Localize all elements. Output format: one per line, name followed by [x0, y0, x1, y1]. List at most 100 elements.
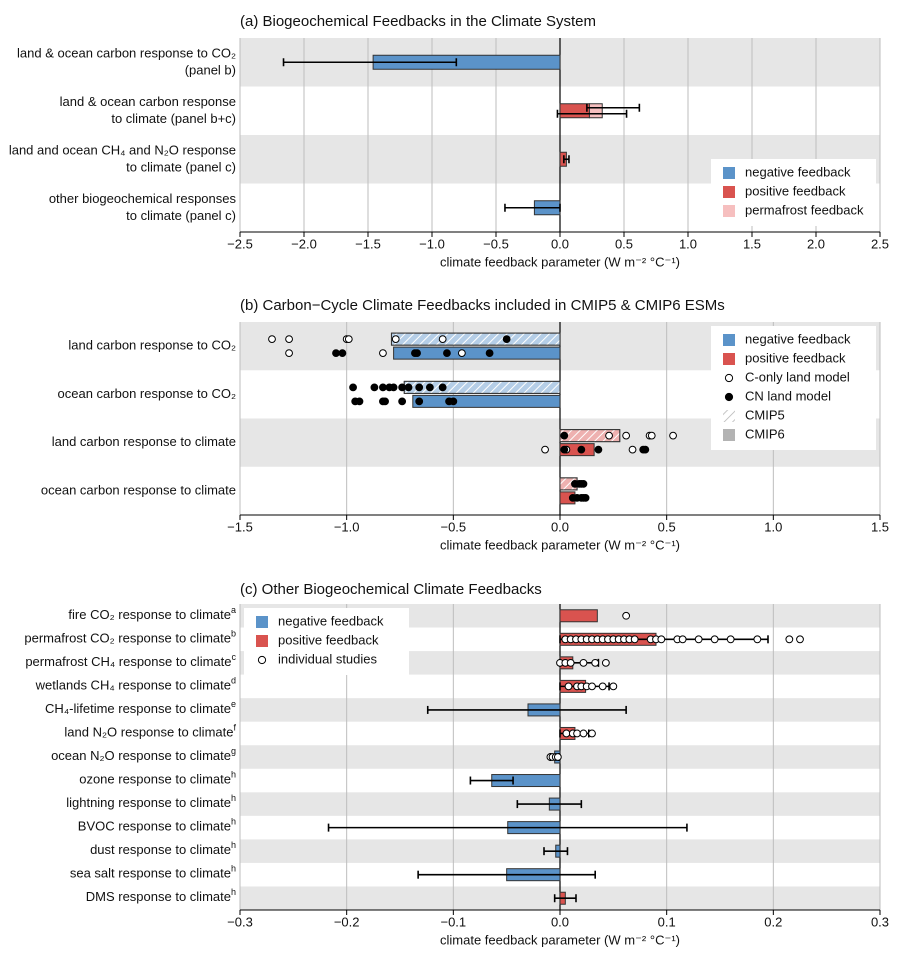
cn-model-point [641, 445, 650, 454]
cn-model-point [379, 383, 387, 392]
legend-marker [257, 655, 267, 665]
study-point [579, 729, 588, 738]
category-label: land and ocean CH₄ and N₂O response [9, 143, 236, 158]
x-tick-label: 1.5 [743, 236, 761, 251]
legend-swatch [256, 635, 268, 647]
legend [711, 159, 876, 226]
cn-model-point [560, 445, 569, 454]
cn-model-point [355, 397, 364, 406]
c-only-model-point [391, 335, 400, 344]
c-only-model-point [622, 431, 631, 440]
legend [244, 608, 409, 675]
x-tick-label: 0.5 [658, 519, 676, 534]
legend-label: CMIP5 [745, 407, 785, 422]
panel-title: (c) Other Biogeochemical Climate Feedbac… [240, 581, 542, 598]
category-name: permafrost CO₂ response to climate [24, 631, 231, 646]
category-label: fire CO₂ response to climatea [68, 605, 236, 622]
category-name: ocean N₂O response to climate [51, 748, 231, 763]
study-point [588, 682, 596, 691]
legend-swatch [723, 186, 735, 198]
x-tick-label: 2.0 [807, 236, 825, 251]
study-point [753, 635, 762, 644]
x-tick-label: −1.5 [227, 519, 253, 534]
cn-model-point [438, 383, 447, 392]
c-only-model-point [268, 335, 276, 344]
cn-model-point [370, 383, 379, 392]
cn-model-point [398, 383, 407, 392]
study-point [601, 658, 610, 667]
category-note: a [231, 605, 236, 615]
bar-hatch [559, 429, 621, 443]
category-label: land & ocean carbon response [60, 94, 236, 109]
cn-model-point [349, 383, 357, 392]
legend-label: positive feedback [278, 632, 379, 647]
x-tick-label: −0.5 [483, 236, 509, 251]
category-label: to climate (panel c) [126, 160, 236, 175]
x-axis-label: climate feedback parameter (W m⁻² °C⁻¹) [440, 932, 680, 947]
cn-model-point [404, 383, 413, 392]
c-only-model-point [669, 431, 677, 440]
cn-model-point [381, 397, 389, 406]
legend-label: negative feedback [745, 164, 851, 179]
legend-label: individual studies [278, 651, 378, 666]
legend-label: permafrost feedback [745, 202, 864, 217]
category-name: sea salt response to climate [70, 866, 231, 881]
x-tick-label: −0.5 [440, 519, 466, 534]
category-note: h [231, 770, 236, 780]
legend-swatch [723, 205, 735, 217]
category-label: permafrost CO₂ response to climateb [24, 629, 236, 646]
c-only-model-point [438, 335, 447, 344]
category-label: ozone response to climateh [79, 770, 236, 787]
x-tick-label: 0.0 [551, 519, 569, 534]
cn-model-point [415, 397, 424, 406]
category-name: wetlands CH₄ response to climate [35, 678, 231, 693]
c-only-model-point [379, 349, 387, 358]
category-note: h [231, 793, 236, 803]
category-label: land N₂O response to climatef [64, 723, 236, 740]
category-label: ocean carbon response to CO₂ [58, 386, 236, 401]
study-point [796, 635, 804, 644]
x-tick-label: 1.0 [764, 519, 782, 534]
panel-title: (b) Carbon−Cycle Climate Feedbacks inclu… [240, 297, 725, 314]
cn-model-point [415, 383, 424, 392]
category-label: sea salt response to climateh [70, 864, 236, 881]
category-name: CH₄-lifetime response to climate [45, 701, 231, 716]
category-note: e [231, 699, 236, 709]
category-label: permafrost CH₄ response to climatec [25, 652, 236, 669]
cn-model-point [443, 349, 451, 358]
x-tick-label: −2.5 [227, 236, 253, 251]
cn-model-point [502, 335, 511, 344]
study-point [609, 682, 618, 691]
legend-label: negative feedback [278, 613, 384, 628]
study-point [630, 635, 639, 644]
category-name: land N₂O response to climate [64, 725, 233, 740]
cn-model-point [594, 445, 603, 454]
study-point [710, 635, 719, 644]
x-tick-label: −0.2 [334, 914, 360, 929]
study-point [694, 635, 703, 644]
category-note: d [231, 676, 236, 686]
category-note: h [231, 864, 236, 874]
category-note: h [231, 888, 236, 898]
x-tick-label: 0.3 [871, 914, 889, 929]
category-note: g [231, 746, 236, 756]
c-only-model-point [605, 431, 613, 440]
x-tick-label: 1.0 [679, 236, 697, 251]
category-label: ocean carbon response to climate [41, 482, 236, 497]
category-note: h [231, 841, 236, 851]
x-tick-label: 0.1 [658, 914, 676, 929]
panel-title: (a) Biogeochemical Feedbacks in the Clim… [240, 13, 596, 30]
legend-swatch [723, 334, 735, 346]
study-point [564, 682, 573, 691]
bar [588, 103, 603, 119]
bar [559, 609, 598, 623]
category-note: c [232, 652, 237, 662]
cn-model-point [398, 397, 407, 406]
study-point [598, 682, 607, 691]
legend-label: positive feedback [745, 183, 846, 198]
category-label: (panel b) [185, 63, 236, 78]
legend-marker [724, 373, 734, 383]
category-note: b [231, 629, 236, 639]
legend-swatch [723, 429, 735, 441]
category-name: DMS response to climate [86, 890, 231, 905]
